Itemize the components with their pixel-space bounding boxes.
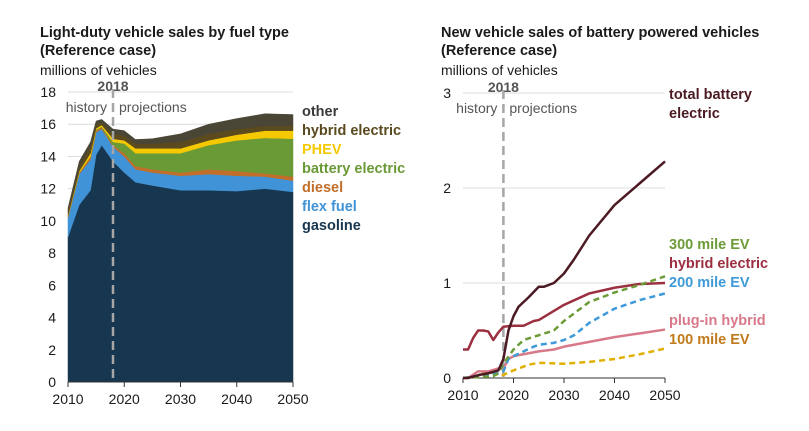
x-tick-label: 2050 <box>277 391 308 407</box>
subtitle-line: (Reference case) <box>441 43 558 59</box>
legend-item: 200 mile EV <box>669 275 750 291</box>
projections-label: projections <box>509 100 577 116</box>
line-total-battery-electric <box>463 160 666 380</box>
y-tick-label: 12 <box>40 181 56 197</box>
legend-item: PHEV <box>302 142 342 158</box>
x-tick-label: 2010 <box>447 387 478 403</box>
divider-year-label: 2018 <box>97 78 128 94</box>
x-tick-label: 2030 <box>165 391 196 407</box>
y-tick-label: 0 <box>443 370 451 386</box>
y-tick-label: 14 <box>40 148 56 164</box>
divider-year-label: 2018 <box>488 79 519 95</box>
x-tick-label: 2050 <box>649 387 680 403</box>
legend-item: total battery electric <box>669 86 752 124</box>
history-label: history <box>456 100 497 116</box>
x-tick-label: 2040 <box>599 387 630 403</box>
legend-line: electric <box>669 106 720 122</box>
x-tick-label: 2020 <box>498 387 529 403</box>
left-legend: other hybrid electric PHEV battery electric… <box>302 103 405 236</box>
y-tick-label: 2 <box>443 180 451 196</box>
y-tick-label: 10 <box>40 213 56 229</box>
y-tick-label: 4 <box>48 310 56 326</box>
legend-item: diesel <box>302 180 344 196</box>
line-200-mile-ev <box>462 292 666 380</box>
right-chart-title: New vehicle sales of battery powered veh… <box>441 24 759 60</box>
legend-item: gasoline <box>302 218 361 234</box>
legend-item: hybrid electric <box>669 256 769 272</box>
legend-item: battery electric <box>302 161 406 177</box>
y-tick-label: 18 <box>40 84 56 100</box>
area-other <box>67 113 294 212</box>
title-line: New vehicle sales of battery powered veh… <box>441 25 760 41</box>
y-tick-label: 8 <box>48 245 56 261</box>
line-300-mile-ev <box>462 275 666 380</box>
title-line: Light-duty vehicle sales by fuel type <box>40 25 289 41</box>
y-tick-label: 16 <box>40 116 56 132</box>
right-y-unit: millions of vehicles <box>441 62 558 78</box>
y-tick-label: 2 <box>48 342 56 358</box>
legend-line: total battery <box>669 87 752 103</box>
x-tick-label: 2030 <box>548 387 579 403</box>
legend-item: plug-in hybrid <box>669 313 766 329</box>
x-tick-label: 2020 <box>109 391 140 407</box>
y-tick-label: 0 <box>48 374 56 390</box>
legend-item: 300 mile EV <box>669 237 750 253</box>
y-tick-label: 6 <box>48 277 56 293</box>
x-tick-label: 2010 <box>52 391 83 407</box>
line-hybrid-electric <box>463 281 666 351</box>
legend-item: hybrid electric <box>302 123 402 139</box>
history-label: history <box>66 99 107 115</box>
y-tick-label: 3 <box>443 85 451 101</box>
legend-item: flex fuel <box>302 199 357 215</box>
legend-item: 100 mile EV <box>669 332 750 348</box>
y-tick-label: 1 <box>443 275 451 291</box>
subtitle-line: (Reference case) <box>40 43 157 59</box>
x-tick-label: 2040 <box>221 391 252 407</box>
legend-item: other <box>302 104 339 120</box>
left-y-unit: millions of vehicles <box>40 62 157 78</box>
projections-label: projections <box>119 99 187 115</box>
left-chart-title: Light-duty vehicle sales by fuel type (R… <box>40 24 289 60</box>
